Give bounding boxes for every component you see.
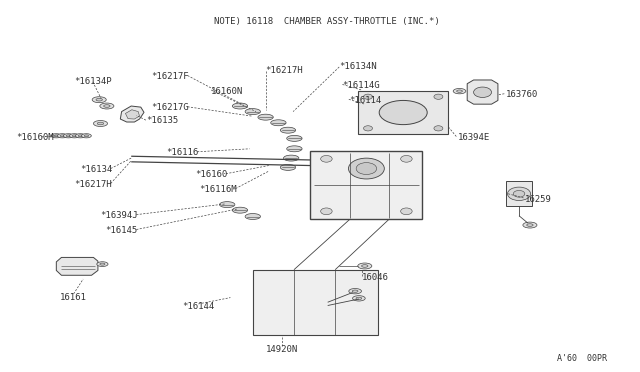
Ellipse shape [457, 90, 463, 92]
Ellipse shape [232, 207, 248, 213]
Text: 16161: 16161 [60, 293, 87, 302]
Circle shape [434, 126, 443, 131]
Ellipse shape [349, 289, 362, 294]
Text: *16160: *16160 [195, 170, 227, 179]
Ellipse shape [527, 224, 533, 226]
Text: *16394J: *16394J [100, 211, 138, 220]
Ellipse shape [245, 214, 260, 219]
Ellipse shape [60, 135, 65, 137]
Text: 16160N: 16160N [211, 87, 243, 96]
Circle shape [348, 158, 384, 179]
Ellipse shape [353, 296, 365, 301]
Circle shape [401, 208, 412, 215]
Text: A'60  00PR: A'60 00PR [557, 354, 607, 363]
Ellipse shape [356, 297, 362, 299]
Text: *16135: *16135 [146, 116, 178, 125]
Ellipse shape [287, 135, 302, 141]
Ellipse shape [280, 127, 296, 133]
Polygon shape [56, 257, 98, 275]
Circle shape [508, 187, 531, 201]
Text: *16217G: *16217G [151, 103, 189, 112]
Text: *16217H: *16217H [266, 66, 303, 75]
Ellipse shape [93, 121, 108, 126]
Ellipse shape [104, 105, 110, 108]
Text: *16134: *16134 [80, 165, 112, 174]
Text: *16144: *16144 [182, 302, 214, 311]
Ellipse shape [96, 98, 102, 101]
Text: *16114: *16114 [349, 96, 381, 105]
Ellipse shape [51, 134, 61, 138]
Ellipse shape [287, 146, 302, 152]
Ellipse shape [66, 135, 70, 137]
Ellipse shape [69, 134, 79, 138]
Circle shape [513, 190, 525, 197]
Ellipse shape [258, 114, 273, 120]
Text: *16217F: *16217F [151, 72, 189, 81]
Polygon shape [120, 106, 144, 122]
Ellipse shape [100, 263, 105, 265]
Text: 16259: 16259 [525, 195, 552, 203]
Circle shape [321, 208, 332, 215]
Circle shape [364, 94, 372, 99]
Circle shape [434, 94, 443, 99]
Ellipse shape [220, 202, 235, 208]
Text: NOTE) 16118  CHAMBER ASSY-THROTTLE (INC.*): NOTE) 16118 CHAMBER ASSY-THROTTLE (INC.*… [214, 17, 440, 26]
FancyBboxPatch shape [253, 270, 378, 335]
Polygon shape [467, 80, 498, 104]
Ellipse shape [358, 263, 372, 269]
Text: *16160M: *16160M [16, 133, 54, 142]
Polygon shape [125, 110, 140, 119]
Circle shape [364, 126, 372, 131]
Text: *16217H: *16217H [74, 180, 112, 189]
Ellipse shape [81, 134, 92, 138]
Ellipse shape [78, 135, 83, 137]
Ellipse shape [97, 262, 108, 266]
Ellipse shape [523, 222, 537, 228]
Ellipse shape [72, 135, 77, 137]
Ellipse shape [92, 97, 106, 103]
Ellipse shape [284, 155, 299, 161]
Text: 16394E: 16394E [458, 133, 490, 142]
Circle shape [401, 155, 412, 162]
Ellipse shape [380, 100, 428, 125]
Text: *16116: *16116 [166, 148, 198, 157]
FancyBboxPatch shape [310, 151, 422, 219]
Text: *16116M: *16116M [199, 185, 237, 194]
FancyBboxPatch shape [358, 91, 448, 134]
Ellipse shape [58, 134, 67, 138]
Ellipse shape [271, 120, 286, 126]
Text: 14920N: 14920N [266, 345, 298, 354]
Ellipse shape [84, 135, 88, 137]
Circle shape [474, 87, 492, 97]
Text: 16046: 16046 [362, 273, 388, 282]
FancyBboxPatch shape [506, 181, 532, 206]
Ellipse shape [280, 164, 296, 170]
Circle shape [321, 155, 332, 162]
Ellipse shape [100, 103, 114, 109]
Ellipse shape [97, 122, 104, 125]
Text: *16114G: *16114G [342, 81, 380, 90]
Ellipse shape [76, 134, 85, 138]
Ellipse shape [54, 135, 59, 137]
Text: *16134P: *16134P [74, 77, 111, 86]
Circle shape [356, 163, 376, 174]
Text: 163760: 163760 [506, 90, 538, 99]
Text: *16145: *16145 [106, 226, 138, 235]
Ellipse shape [352, 290, 358, 292]
Ellipse shape [63, 134, 73, 138]
Ellipse shape [245, 109, 260, 115]
Text: *16134N: *16134N [339, 62, 377, 71]
Ellipse shape [232, 103, 248, 109]
Ellipse shape [362, 265, 368, 267]
Ellipse shape [453, 89, 466, 94]
